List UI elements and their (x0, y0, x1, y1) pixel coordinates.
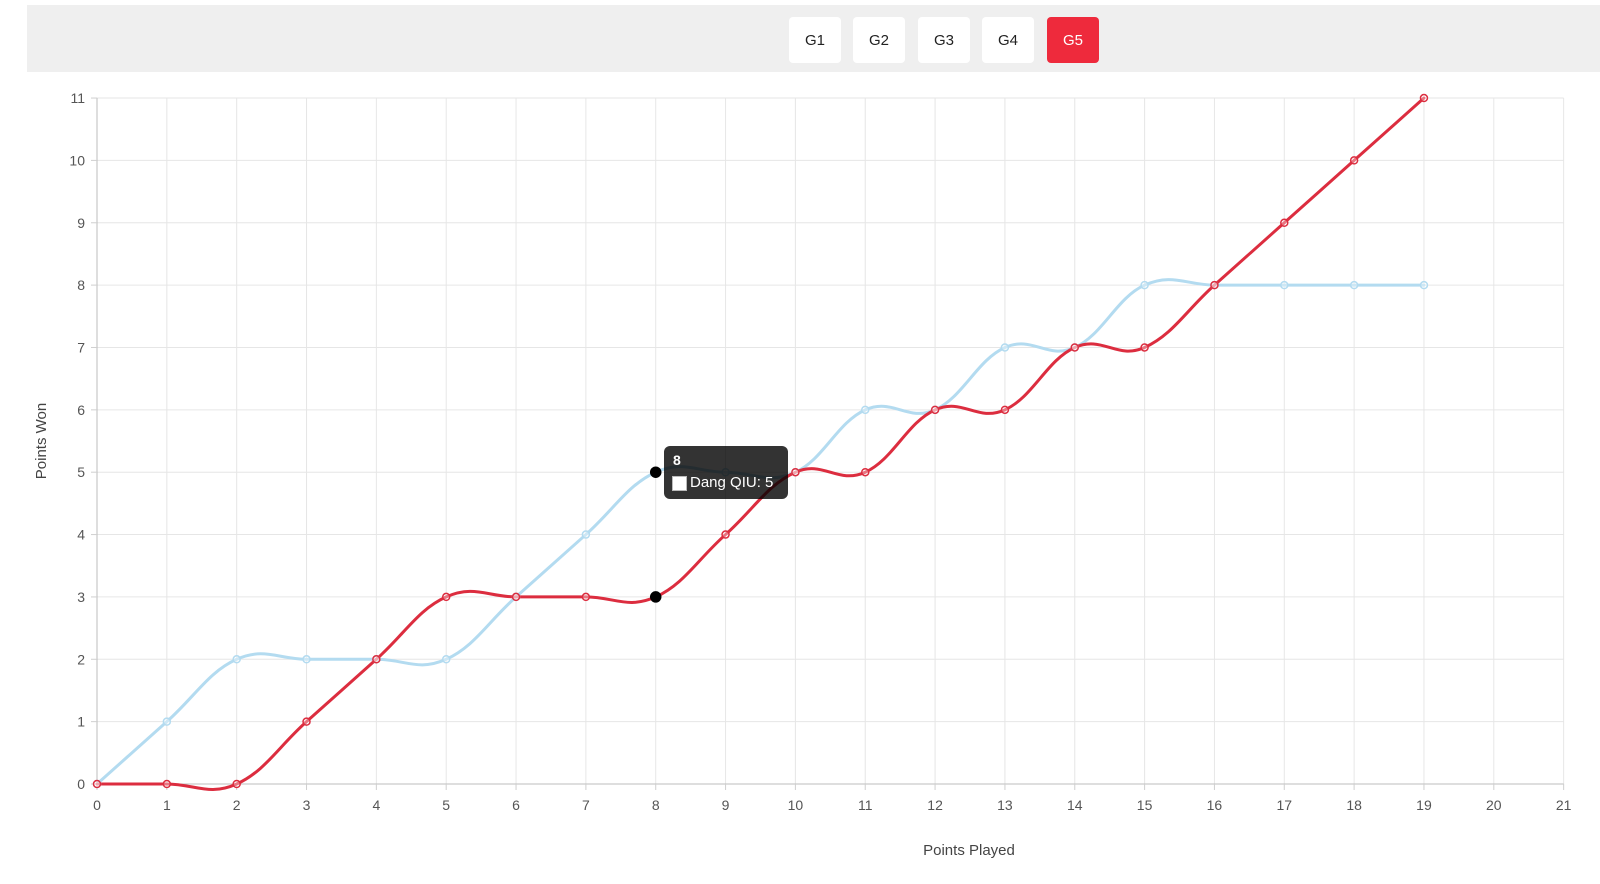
x-tick-label: 10 (788, 797, 804, 813)
series-1-point[interactable] (1280, 280, 1289, 290)
series-points (92, 93, 1429, 789)
tooltip-label: Dang QIU: 5 (690, 474, 774, 491)
x-tick-label: 0 (93, 797, 101, 813)
series-1-point[interactable] (1419, 280, 1429, 290)
game-selector-bar: G1 G2 G3 G4 G5 (27, 5, 1600, 72)
series-line-2 (95, 96, 1426, 792)
x-tick-label: 4 (372, 797, 380, 813)
series-1-point[interactable] (581, 530, 591, 539)
y-tick-label: 8 (77, 277, 85, 293)
y-tick-label: 7 (77, 339, 85, 355)
x-tick-label: 14 (1067, 797, 1083, 813)
x-tick-label: 12 (927, 797, 943, 813)
x-tick-label: 1 (163, 797, 171, 813)
series-2-point[interactable] (302, 717, 311, 726)
x-tick-label: 2 (233, 797, 241, 813)
chart-axes (91, 97, 1565, 790)
series-1-point[interactable] (232, 655, 241, 664)
series-2-point[interactable] (581, 592, 591, 602)
series-2-point[interactable] (92, 779, 102, 789)
chart-tooltip: 8 Dang QIU: 5 (664, 446, 788, 499)
x-tick-label: 9 (722, 797, 730, 813)
x-tick-label: 7 (582, 797, 590, 813)
series-2-point[interactable] (1349, 156, 1359, 165)
x-tick-label: 8 (652, 797, 660, 813)
series-1-point[interactable] (860, 405, 870, 415)
series-lines (95, 96, 1426, 792)
series-2-point[interactable] (860, 467, 870, 477)
series-2-point[interactable] (721, 530, 730, 539)
x-tick-label: 15 (1137, 797, 1153, 813)
tooltip-color-swatch (672, 476, 687, 491)
y-tick-label: 9 (77, 215, 85, 231)
series-2-point[interactable] (791, 467, 800, 477)
y-tick-label: 0 (77, 776, 85, 792)
y-tick-label: 4 (77, 527, 85, 543)
y-tick-label: 5 (77, 464, 85, 480)
series-1-point[interactable] (441, 655, 451, 664)
series-1-point[interactable] (1000, 343, 1010, 352)
y-tick-labels: 0 1 2 3 4 5 6 7 8 9 10 11 (69, 90, 85, 792)
x-tick-label: 16 (1207, 797, 1223, 813)
series-1-point[interactable] (162, 717, 172, 726)
series-2-point[interactable] (441, 592, 451, 602)
series-1-point[interactable] (649, 466, 662, 478)
series-1-point[interactable] (1349, 280, 1359, 290)
chart-grid (97, 97, 1565, 784)
x-tick-label: 3 (303, 797, 311, 813)
series-2-point[interactable] (162, 779, 172, 789)
series-2-point[interactable] (1419, 93, 1429, 103)
y-tick-label: 1 (77, 714, 85, 730)
y-tick-label: 10 (69, 152, 85, 168)
series-1-point[interactable] (302, 655, 311, 664)
x-tick-label: 11 (858, 797, 873, 813)
y-tick-label: 2 (77, 651, 85, 667)
x-tick-label: 13 (997, 797, 1013, 813)
series-2-point[interactable] (649, 591, 662, 603)
series-2-point[interactable] (1000, 405, 1010, 415)
y-tick-label: 3 (77, 589, 85, 605)
x-tick-labels: 0 1 2 3 4 5 6 7 8 9 10 11 12 13 14 15 16 17 18 19 20 21 (93, 797, 1572, 813)
series-2-point[interactable] (1070, 343, 1080, 352)
series-2-point[interactable] (511, 592, 521, 602)
y-tick-label: 6 (77, 402, 85, 418)
game-button-g5[interactable]: G5 (1047, 17, 1099, 63)
series-2-point[interactable] (1140, 343, 1149, 352)
x-tick-label: 20 (1486, 797, 1502, 813)
x-tick-label: 6 (512, 797, 520, 813)
x-tick-label: 18 (1346, 797, 1362, 813)
series-2-point[interactable] (1280, 218, 1289, 228)
game-button-g3[interactable]: G3 (918, 17, 970, 63)
x-tick-label: 21 (1556, 797, 1572, 813)
series-2-point[interactable] (1210, 280, 1219, 290)
series-1-point[interactable] (1140, 280, 1149, 290)
game-button-g2[interactable]: G2 (853, 17, 905, 63)
x-tick-label: 17 (1276, 797, 1292, 813)
x-axis-title: Points Played (923, 842, 1015, 859)
series-line-1 (95, 278, 1426, 786)
y-axis-title: Points Won (33, 403, 50, 479)
y-tick-label: 11 (70, 90, 85, 106)
x-tick-label: 5 (442, 797, 450, 813)
series-2-point[interactable] (372, 655, 381, 664)
series-2-point[interactable] (930, 405, 940, 415)
x-tick-label: 19 (1416, 797, 1432, 813)
game-button-g4[interactable]: G4 (982, 17, 1034, 63)
tooltip-title: 8 (673, 452, 681, 468)
series-2-point[interactable] (232, 779, 241, 789)
game-button-g1[interactable]: G1 (789, 17, 841, 63)
